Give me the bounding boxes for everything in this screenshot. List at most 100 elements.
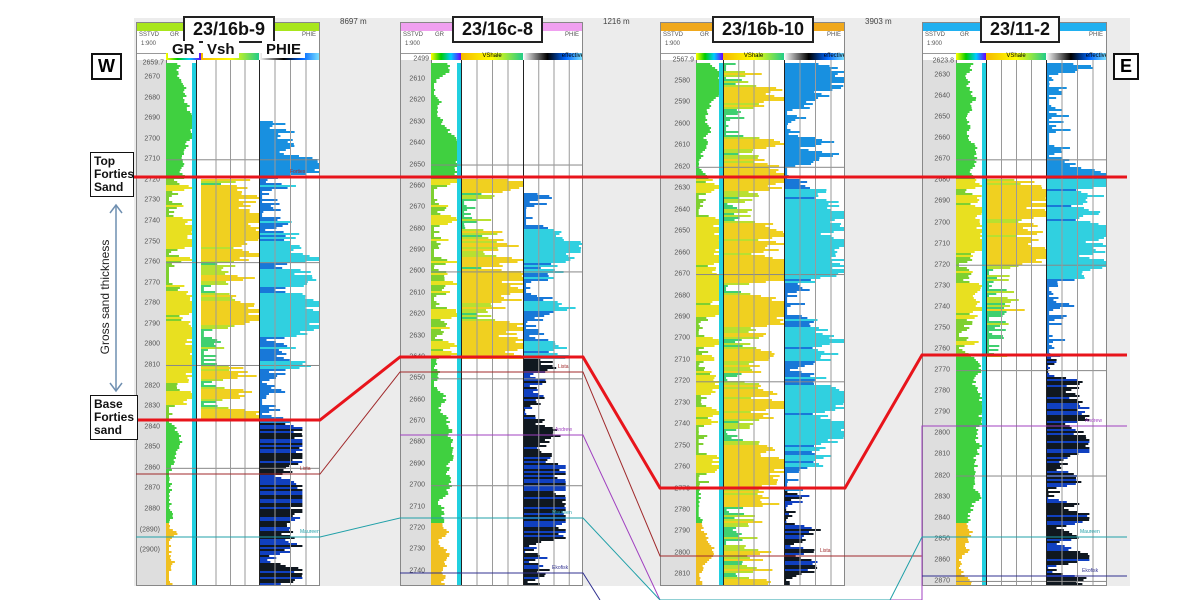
top-depth-label: 2623.8 (932, 57, 954, 65)
depth-tick-label: 2870 (144, 484, 160, 492)
depth-tick-label: 2650 (409, 374, 425, 382)
depth-tick-label: 2650 (409, 161, 425, 169)
depth-tick-label: 2710 (144, 155, 160, 163)
depth-tick-label: 2720 (934, 261, 950, 269)
depth-tick-label: 2810 (674, 570, 690, 578)
depth-tick-label: 2660 (409, 182, 425, 190)
well-distance-label: 8697 m (340, 17, 367, 26)
vshale-colorbar: VShale (461, 53, 523, 60)
gr-colorbar (956, 53, 986, 60)
phie-colorbar: effective (1046, 53, 1106, 60)
marker-label-andrew: Andrew (555, 427, 572, 433)
andrew-correlation-line (400, 425, 1127, 600)
phie-colorbar: effective (523, 53, 582, 60)
depth-tick-label: 2640 (409, 139, 425, 147)
gr-header: GR (435, 32, 444, 38)
depth-axis: 2567.9 2580 2590 2600 2610 2620 2630 2640 2650 2… (661, 57, 697, 585)
depth-tick-label: 2630 (934, 71, 950, 79)
depth-tick-label: 2650 (934, 113, 950, 121)
depth-tick-label: 2670 (409, 417, 425, 425)
gr-colorbar (431, 53, 461, 60)
depth-tick-label: 2750 (144, 238, 160, 246)
depth-tick-label: 2670 (934, 155, 950, 163)
depth-tick-label: 2650 (674, 227, 690, 235)
depth-tick-label: 2800 (144, 340, 160, 348)
phie-header: PHIE (301, 32, 316, 38)
depth-tick-label: 2730 (144, 196, 160, 204)
depth-tick-label: 2610 (409, 75, 425, 83)
depth-tick-label: 2800 (674, 549, 690, 557)
phie-colorbar: effective (784, 53, 844, 60)
depth-tick-label: 2690 (144, 114, 160, 122)
top-depth-label: 2499 (413, 55, 429, 63)
depth-tick-label: 2660 (409, 396, 425, 404)
depth-tick-label: (2890) (139, 526, 160, 534)
depth-header: SSTVD (663, 32, 684, 38)
depth-tick-label: 2590 (674, 98, 690, 106)
gr-header: GR (700, 32, 709, 38)
gr-header: GR (170, 32, 179, 38)
depth-tick-label: 2840 (144, 423, 160, 431)
log-curves (696, 60, 844, 585)
gr-colorbar (696, 53, 723, 60)
depth-tick-label: 2790 (674, 527, 690, 535)
marker-label-maureen: Maureen (300, 529, 320, 535)
depth-tick-label: 2720 (674, 377, 690, 385)
depth-tick-label: 2610 (674, 141, 690, 149)
depth-tick-label: 2810 (144, 361, 160, 369)
well-distance-label: 1216 m (603, 17, 630, 26)
well-log-1: SSTVD 1:900 GR PHIE 2659.7 2670 2680 2690 2… (136, 22, 320, 586)
depth-tick-label: 2820 (934, 472, 950, 480)
depth-tick-label: 2630 (409, 118, 425, 126)
depth-tick-label: 2700 (934, 219, 950, 227)
track-label-gr: GR (168, 41, 199, 58)
depth-axis: 2499 2610 2620 2630 2640 2650 2660 2670 2680 269… (401, 56, 432, 585)
base-forties-line (115, 353, 1127, 490)
depth-tick-label: 2740 (674, 420, 690, 428)
depth-tick-label: 2660 (934, 134, 950, 142)
gross-sand-thickness-label: Gross sand thickness (98, 239, 112, 355)
depth-tick-label: 2750 (934, 324, 950, 332)
east-label: E (1113, 53, 1140, 80)
depth-tick-label: 2740 (409, 567, 425, 575)
depth-tick-label: 2800 (934, 429, 950, 437)
depth-tick-label: 2700 (144, 135, 160, 143)
marker-label-maureen: Maureen (552, 510, 572, 516)
depth-tick-label: 2770 (934, 366, 950, 374)
depth-tick-label: 2600 (674, 120, 690, 128)
depth-tick-label: 2780 (934, 387, 950, 395)
marker-label-ekofisk: Ekofisk (552, 565, 569, 571)
phie-header: PHIE (826, 32, 841, 38)
depth-header: SSTVD (925, 32, 946, 38)
top-forties-label: Top Forties Sand (90, 152, 134, 197)
marker-label-lista: Lista (300, 466, 311, 472)
track-label-phie: PHIE (262, 41, 306, 58)
well-name-label: 23/16c-8 (452, 16, 544, 43)
depth-tick-label: 2700 (674, 334, 690, 342)
depth-tick-label: 2680 (144, 94, 160, 102)
west-label: W (91, 53, 122, 80)
depth-tick-label: 2620 (409, 310, 425, 318)
marker-label-lista: Lista (558, 364, 569, 370)
well-name-label: 23/16b-9 (183, 16, 276, 43)
depth-tick-label: 2720 (144, 176, 160, 184)
log-curves (431, 60, 582, 585)
depth-tick-label: 2700 (409, 481, 425, 489)
well-distance-label: 3903 m (865, 17, 892, 26)
maureen-correlation-line (136, 517, 1127, 600)
depth-header: SSTVD (403, 32, 424, 38)
well-name-label: 23/11-2 (980, 16, 1061, 43)
depth-tick-label: 2640 (934, 92, 950, 100)
depth-tick-label: 2860 (934, 556, 950, 564)
scale-label: 1:900 (405, 41, 421, 47)
depth-tick-label: 2600 (409, 267, 425, 275)
depth-tick-label: 2680 (674, 292, 690, 299)
marker-label-andrew: Andrew (1085, 418, 1102, 424)
depth-tick-label: 2750 (674, 442, 690, 450)
depth-tick-label: 2690 (674, 313, 690, 321)
depth-tick-label: 2840 (934, 514, 950, 522)
depth-tick-label: 2780 (144, 299, 160, 307)
depth-tick-label: 2680 (409, 438, 425, 446)
phie-header: PHIE (564, 32, 579, 38)
